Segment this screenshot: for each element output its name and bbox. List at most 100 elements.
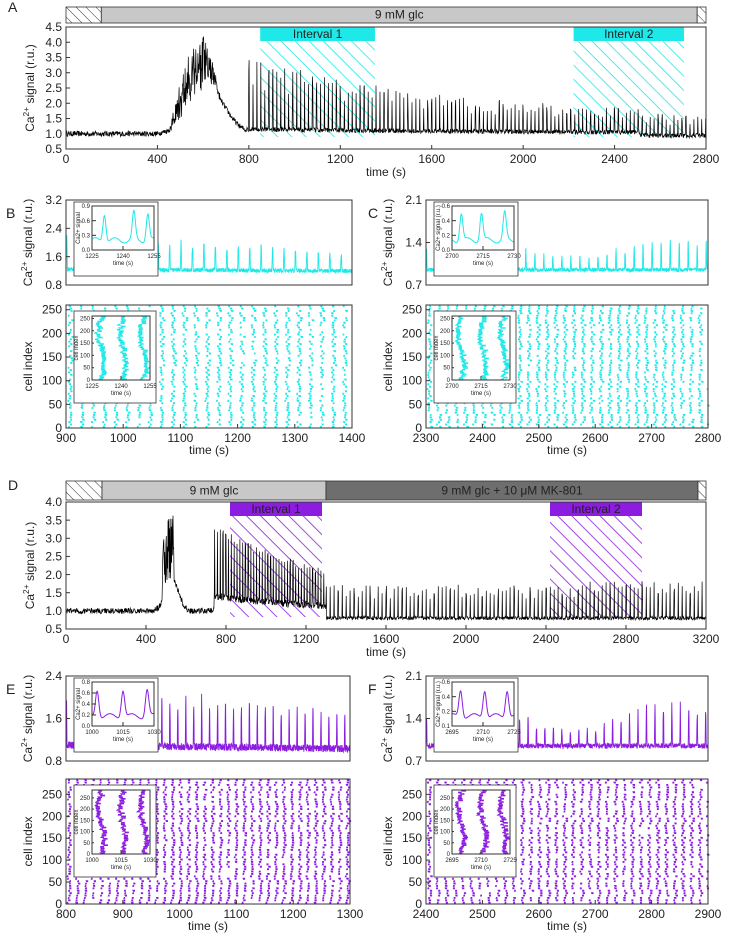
x-xtick-label: 1000 <box>110 431 137 445</box>
inset-y-tick-label: 0 <box>447 852 451 858</box>
y-tick-label: 100 <box>42 853 62 867</box>
inset-x-xtick-label: 1255 <box>147 254 161 260</box>
raster-row <box>428 406 692 409</box>
y-tick-label: 50 <box>409 397 423 411</box>
inset-y-ytick-label: 0.4 <box>442 695 451 701</box>
inset-raster-row <box>456 325 502 328</box>
inset-raster-row <box>99 349 148 352</box>
inset-raster-row <box>94 801 145 803</box>
raster-row <box>66 875 347 878</box>
raster-row <box>68 870 341 873</box>
inset-raster-row <box>96 333 143 336</box>
y-tick-label: 100 <box>402 374 422 388</box>
raster-row <box>429 395 701 397</box>
inset-y-label: Ca2+ signal (r.u.) <box>436 681 442 727</box>
inset-raster-row <box>97 336 144 339</box>
inset-raster-row <box>98 790 146 792</box>
y-ytick-label: 4.0 <box>45 35 62 49</box>
raster-row <box>427 397 700 400</box>
inset: 0 50 100 150 200 250 1000 1015 1030 time (s) cell … <box>73 784 157 878</box>
raster-row <box>427 319 701 322</box>
inset-y-ytick-label: 0.2 <box>442 709 451 715</box>
inset-x-xtick-label: 2725 <box>507 730 521 736</box>
inset-raster-row <box>460 790 506 792</box>
raster-row <box>68 868 348 871</box>
y-ytick-label: 3.0 <box>45 531 62 545</box>
inset-y-tick-label: 100 <box>440 830 451 836</box>
raster-row <box>66 798 348 801</box>
inset-raster-row <box>460 842 507 845</box>
inset-x-label: time (s) <box>113 261 133 267</box>
inset-raster-row <box>459 793 505 795</box>
inset-y-ytick-label: 0.9 <box>82 204 91 210</box>
y-axis-label: Ca2+ signal (r.u.) <box>379 199 395 287</box>
inset-raster-row <box>458 820 504 822</box>
inset-raster-row <box>455 330 503 332</box>
raster-row <box>428 354 701 357</box>
y-ytick-label: 2.0 <box>45 568 62 582</box>
raster-row <box>429 362 703 364</box>
inset-raster-row <box>457 338 503 340</box>
raster-row <box>68 846 349 849</box>
inset-raster-row <box>99 794 143 797</box>
inset-x-xtick-label: 1240 <box>116 254 130 260</box>
inset-y-tick-label: 50 <box>443 841 450 847</box>
y-ytick-label: 4.5 <box>45 20 62 34</box>
interval-label: Interval 1 <box>293 27 343 41</box>
raster-row <box>69 418 348 421</box>
raster-row <box>69 350 348 353</box>
y-ytick-label: 3.5 <box>45 513 62 527</box>
inset-raster-row <box>456 815 504 818</box>
inset: 0.1 0.2 0.4 0.6 2695 2710 2725 time (s) Ca2+ sig… <box>433 677 521 753</box>
inset-raster-row <box>457 799 502 802</box>
inset-x-label: time (s) <box>111 391 131 397</box>
inset-raster-row <box>98 376 145 379</box>
y-tick-label: 0 <box>415 421 422 435</box>
inset-raster-row <box>457 319 507 321</box>
inset-y-tick-label: 100 <box>80 353 91 359</box>
panel-letter-e: E <box>6 681 15 697</box>
inset-raster-row <box>99 346 144 348</box>
y-axis-label: Ca2+ signal (r.u.) <box>19 199 35 287</box>
raster-row <box>70 411 347 414</box>
inset-raster-row <box>456 332 502 334</box>
inset-x-label: time (s) <box>473 261 493 267</box>
inset-raster-row <box>96 799 143 802</box>
y-tick-label: 0 <box>415 897 422 911</box>
y-ytick-label: 4.0 <box>45 495 62 509</box>
raster-row <box>429 889 702 892</box>
inset: 0.0 0.3 0.6 0.9 1225 1240 1255 time (s) Ca2+ sig… <box>73 201 161 277</box>
raster-row <box>67 856 348 859</box>
raster-row <box>430 380 704 383</box>
inset-raster-row <box>462 836 510 838</box>
raster-row <box>68 894 349 897</box>
y-ytick-label: 0.5 <box>45 142 62 156</box>
inset-y-tick-label: 0 <box>87 378 91 384</box>
raster-row <box>69 307 324 310</box>
inset-raster-row <box>101 841 150 843</box>
inset-raster-row <box>94 338 143 340</box>
raster-row <box>67 791 348 794</box>
y-axis-label: Ca2+ signal (r.u.) <box>21 44 37 132</box>
x-xtick-label: 0 <box>63 152 70 166</box>
raster-row <box>428 897 693 899</box>
inset-raster-row <box>98 818 145 821</box>
raster-row <box>68 841 349 844</box>
y-ytick-label: 1.0 <box>45 604 62 618</box>
inset-raster-row <box>461 833 509 835</box>
raster-row <box>426 853 710 856</box>
interval-hatch <box>550 516 642 617</box>
raster-row <box>69 416 346 419</box>
raster-row <box>428 331 702 334</box>
panel-a: 9 mM glc Interval 1 Interval 2 0.51.01.5 2.0… <box>21 6 720 179</box>
y-tick-label: 200 <box>402 809 422 823</box>
inset-y-label: Ca2+ signal <box>76 212 82 244</box>
inset: 0 50 100 150 200 250 2700 2715 2730 time (s) cell … <box>433 310 517 404</box>
raster-row <box>428 305 694 308</box>
x-xtick-label: 2000 <box>510 152 537 166</box>
x-xtick-label: 1000 <box>166 907 193 921</box>
stimulus-bar-label: 9 mM glc <box>375 8 424 22</box>
